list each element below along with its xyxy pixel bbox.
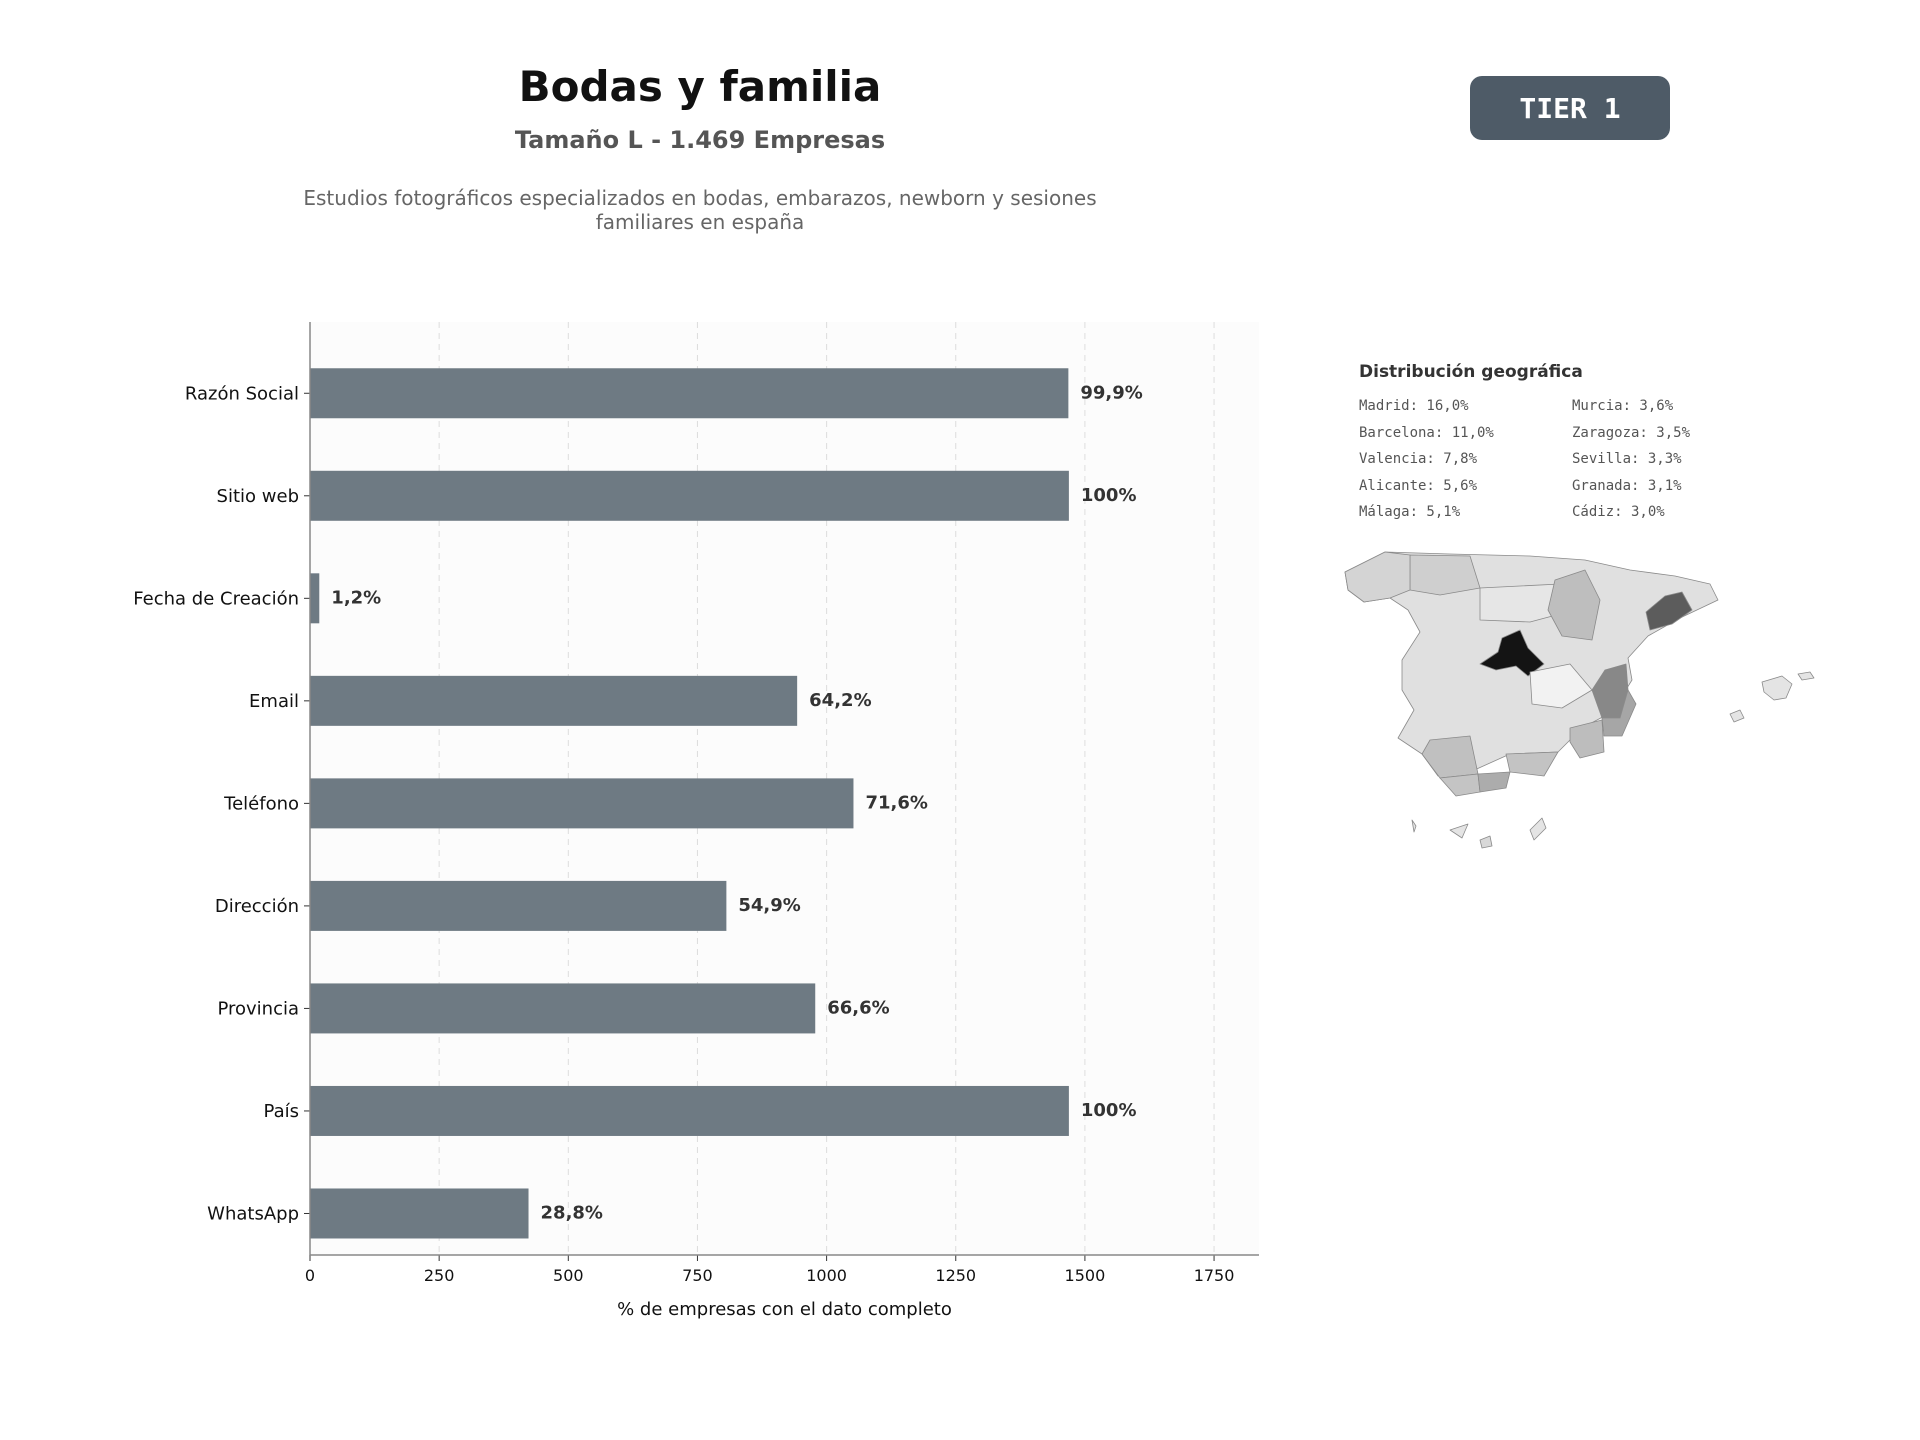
- bar-data-label: 1,2%: [331, 587, 381, 608]
- x-tick-label: 1500: [1065, 1266, 1106, 1285]
- map-region-sevilla: [1421, 735, 1479, 779]
- x-tick-label: 1000: [806, 1266, 847, 1285]
- geo-item-madrid: Madrid: 16,0%: [1359, 398, 1469, 414]
- x-tick-label: 1750: [1194, 1266, 1235, 1285]
- x-axis-label: % de empresas con el dato completo: [617, 1299, 952, 1320]
- bar-data-label: 54,9%: [738, 895, 800, 916]
- map-region-madrid: [1479, 629, 1545, 677]
- geo-item-cadiz: Cádiz: 3,0%: [1572, 504, 1665, 520]
- map-island-gran-canaria: [1479, 835, 1493, 849]
- bar: [310, 1188, 529, 1239]
- y-category-label: Email: [249, 691, 299, 712]
- spain-map: [1344, 551, 1815, 849]
- geo-item-valencia: Valencia: 7,8%: [1359, 451, 1478, 467]
- bar-data-label: 99,9%: [1080, 382, 1142, 403]
- bar-data-label: 28,8%: [541, 1202, 603, 1223]
- map-region-toledo: [1529, 663, 1593, 709]
- bar: [310, 1085, 1069, 1136]
- map-island-menorca: [1797, 671, 1815, 681]
- geo-item-murcia: Murcia: 3,6%: [1572, 398, 1674, 414]
- geo-item-malaga: Málaga: 5,1%: [1359, 504, 1461, 520]
- map-island-mallorca: [1761, 675, 1793, 701]
- map-region-malaga: [1477, 771, 1511, 793]
- y-category-label: Sitio web: [217, 486, 299, 507]
- bar-data-label: 64,2%: [809, 690, 871, 711]
- bar: [310, 470, 1069, 521]
- tier-badge: TIER 1: [1470, 76, 1670, 140]
- geo-item-barcelona: Barcelona: 11,0%: [1359, 424, 1494, 441]
- bar: [310, 368, 1069, 419]
- geo-item-sevilla: Sevilla: 3,3%: [1572, 451, 1682, 467]
- map-island-fuerteventura: [1529, 817, 1547, 841]
- x-tick-label: 0: [305, 1266, 315, 1285]
- bar-data-label: 100%: [1081, 485, 1137, 506]
- geo-list: Madrid: 16,0% Barcelona: 11,0% Valencia:…: [1359, 398, 1779, 531]
- geo-distribution-panel: Distribución geográfica Madrid: 16,0% Ba…: [1330, 350, 1890, 910]
- y-category-label: Dirección: [215, 896, 299, 917]
- y-category-label: Fecha de Creación: [133, 588, 299, 609]
- y-category-label: Provincia: [217, 998, 299, 1019]
- x-tick-label: 1250: [935, 1266, 976, 1285]
- map-region-north: [1409, 554, 1481, 596]
- map-island-la-palma: [1411, 819, 1417, 833]
- page-description: Estudios fotográficos especializados en …: [303, 186, 1097, 234]
- map-region-galicia: [1344, 551, 1411, 603]
- geo-item-alicante: Alicante: 5,6%: [1359, 477, 1478, 494]
- map-region-alicante: [1601, 689, 1637, 737]
- map-region-murcia: [1569, 719, 1605, 759]
- bar-data-label: 66,6%: [827, 997, 889, 1018]
- x-tick-label: 250: [424, 1266, 455, 1285]
- bar-data-label: 71,6%: [865, 792, 927, 813]
- map-region-cadiz: [1439, 773, 1481, 797]
- bar-data-label: 100%: [1081, 1100, 1137, 1121]
- y-category-label: WhatsApp: [207, 1203, 299, 1224]
- bar: [310, 778, 854, 829]
- map-region-granada: [1505, 751, 1559, 777]
- map-island-ibiza: [1729, 709, 1745, 723]
- geo-item-zaragoza: Zaragoza: 3,5%: [1572, 424, 1691, 441]
- bar: [310, 573, 320, 624]
- y-category-label: Razón Social: [185, 383, 299, 404]
- y-category-label: País: [264, 1101, 299, 1122]
- page-subtitle: Tamaño L - 1.469 Empresas: [514, 126, 886, 154]
- bar: [310, 880, 727, 931]
- geo-title: Distribución geográfica: [1359, 362, 1583, 382]
- x-tick-label: 750: [682, 1266, 713, 1285]
- bar: [310, 675, 798, 726]
- map-region-zaragoza: [1547, 569, 1601, 641]
- x-tick-label: 500: [553, 1266, 584, 1285]
- map-island-tenerife: [1449, 823, 1469, 839]
- y-category-label: Teléfono: [223, 793, 299, 814]
- geo-item-granada: Granada: 3,1%: [1572, 477, 1682, 494]
- completeness-bar-chart: 0 250 500 750 1000 1250 1500 1750 Razón Social 99…: [133, 322, 1259, 1320]
- bar: [310, 983, 816, 1034]
- page-title: Bodas y familia: [518, 62, 882, 111]
- map-region-barcelona: [1645, 591, 1693, 631]
